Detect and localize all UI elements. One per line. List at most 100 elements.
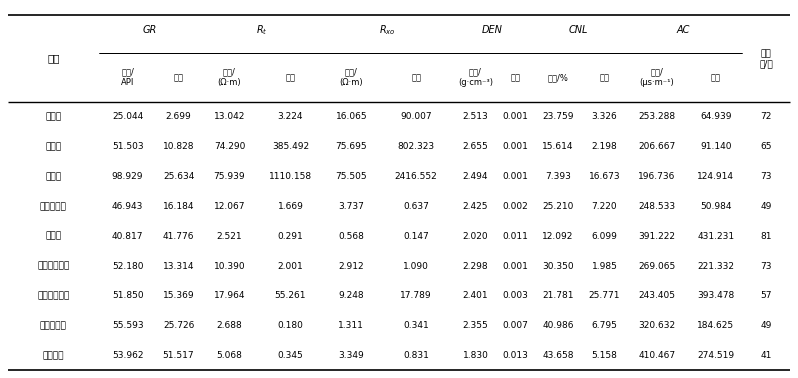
- Text: 25.210: 25.210: [543, 202, 574, 211]
- Text: 5.068: 5.068: [216, 351, 243, 360]
- Text: 0.003: 0.003: [503, 291, 528, 301]
- Text: AC: AC: [677, 25, 690, 35]
- Text: 253.288: 253.288: [638, 113, 676, 121]
- Text: 0.345: 0.345: [278, 351, 303, 360]
- Text: 均值/
API: 均值/ API: [121, 68, 134, 87]
- Text: 0.341: 0.341: [403, 321, 429, 330]
- Text: 2.688: 2.688: [216, 321, 243, 330]
- Text: 10.390: 10.390: [214, 262, 245, 271]
- Text: 55.593: 55.593: [112, 321, 144, 330]
- Text: 90.007: 90.007: [401, 113, 432, 121]
- Text: 均值/
(Ω·m): 均值/ (Ω·m): [218, 68, 241, 87]
- Text: 7.393: 7.393: [545, 172, 571, 181]
- Text: 均值/
(g·cm⁻³): 均值/ (g·cm⁻³): [458, 68, 493, 87]
- Text: 81: 81: [760, 232, 772, 241]
- Text: 0.011: 0.011: [503, 232, 528, 241]
- Text: 2.198: 2.198: [591, 142, 618, 151]
- Text: 0.831: 0.831: [403, 351, 429, 360]
- Text: 221.332: 221.332: [697, 262, 734, 271]
- Text: 15.614: 15.614: [542, 142, 574, 151]
- Text: 2.401: 2.401: [463, 291, 488, 301]
- Text: 均值/
(μs·m⁻¹): 均值/ (μs·m⁻¹): [640, 68, 674, 87]
- Text: 51.503: 51.503: [112, 142, 144, 151]
- Text: 1.669: 1.669: [278, 202, 303, 211]
- Text: 9.248: 9.248: [338, 291, 364, 301]
- Text: 1.090: 1.090: [403, 262, 429, 271]
- Text: 沉凝灰砂砖岩: 沉凝灰砂砖岩: [38, 291, 69, 301]
- Text: 英安岩: 英安岩: [45, 172, 61, 181]
- Text: 49: 49: [760, 321, 772, 330]
- Text: 2.020: 2.020: [463, 232, 488, 241]
- Text: 75.695: 75.695: [335, 142, 367, 151]
- Text: 124.914: 124.914: [697, 172, 734, 181]
- Text: 0.001: 0.001: [503, 172, 528, 181]
- Text: 0.001: 0.001: [503, 113, 528, 121]
- Text: 385.492: 385.492: [272, 142, 309, 151]
- Text: 方差: 方差: [711, 73, 721, 82]
- Text: 7.220: 7.220: [591, 202, 618, 211]
- Text: 52.180: 52.180: [112, 262, 144, 271]
- Text: 3.224: 3.224: [278, 113, 303, 121]
- Text: 0.001: 0.001: [503, 142, 528, 151]
- Text: 2.655: 2.655: [463, 142, 488, 151]
- Text: 21.781: 21.781: [542, 291, 574, 301]
- Text: 13.314: 13.314: [163, 262, 195, 271]
- Text: 6.795: 6.795: [591, 321, 618, 330]
- Text: 均值/%: 均值/%: [547, 73, 568, 82]
- Text: 2.912: 2.912: [338, 262, 364, 271]
- Text: 248.533: 248.533: [638, 202, 676, 211]
- Text: 46.943: 46.943: [112, 202, 144, 211]
- Text: 40.817: 40.817: [112, 232, 144, 241]
- Text: 1110.158: 1110.158: [269, 172, 312, 181]
- Text: 196.736: 196.736: [638, 172, 676, 181]
- Text: 431.231: 431.231: [697, 232, 734, 241]
- Text: 2.699: 2.699: [166, 113, 192, 121]
- Text: 73: 73: [760, 172, 772, 181]
- Text: 16.673: 16.673: [589, 172, 620, 181]
- Text: 393.478: 393.478: [697, 291, 734, 301]
- Text: 玄武岩: 玄武岩: [45, 113, 61, 121]
- Text: 1.985: 1.985: [591, 262, 618, 271]
- Text: 41: 41: [760, 351, 772, 360]
- Text: 6.099: 6.099: [591, 232, 618, 241]
- Text: 3.349: 3.349: [338, 351, 364, 360]
- Text: 10.828: 10.828: [163, 142, 195, 151]
- Text: DEN: DEN: [482, 25, 503, 35]
- Text: 75.505: 75.505: [335, 172, 367, 181]
- Text: 2.513: 2.513: [463, 113, 488, 121]
- Text: 64.939: 64.939: [700, 113, 732, 121]
- Text: 凝灰岩: 凝灰岩: [45, 232, 61, 241]
- Text: 2.521: 2.521: [217, 232, 243, 241]
- Text: 安山岩: 安山岩: [45, 142, 61, 151]
- Text: 243.405: 243.405: [638, 291, 676, 301]
- Text: 91.140: 91.140: [700, 142, 732, 151]
- Text: 样本
数/个: 样本 数/个: [760, 49, 773, 68]
- Text: 2.001: 2.001: [278, 262, 303, 271]
- Text: 2.494: 2.494: [463, 172, 488, 181]
- Text: 98.929: 98.929: [112, 172, 144, 181]
- Text: 13.042: 13.042: [214, 113, 245, 121]
- Text: 2416.552: 2416.552: [395, 172, 437, 181]
- Text: 206.667: 206.667: [638, 142, 676, 151]
- Text: 65: 65: [760, 142, 772, 151]
- Text: 1.830: 1.830: [463, 351, 488, 360]
- Text: 274.519: 274.519: [697, 351, 734, 360]
- Text: 16.065: 16.065: [335, 113, 367, 121]
- Text: 75.939: 75.939: [214, 172, 245, 181]
- Text: 17.964: 17.964: [214, 291, 245, 301]
- Text: 50.984: 50.984: [700, 202, 732, 211]
- Text: 410.467: 410.467: [638, 351, 676, 360]
- Text: 25.771: 25.771: [589, 291, 620, 301]
- Text: 岩性: 岩性: [47, 54, 60, 64]
- Text: 0.007: 0.007: [503, 321, 528, 330]
- Text: 51.517: 51.517: [163, 351, 195, 360]
- Text: 均值/
(Ω·m): 均值/ (Ω·m): [340, 68, 363, 87]
- Text: 火山角砖岩: 火山角砖岩: [40, 202, 67, 211]
- Text: 41.776: 41.776: [163, 232, 195, 241]
- Text: 方差: 方差: [286, 73, 295, 82]
- Text: 2.425: 2.425: [463, 202, 488, 211]
- Text: 方差: 方差: [174, 73, 184, 82]
- Text: 55.261: 55.261: [275, 291, 306, 301]
- Text: 184.625: 184.625: [697, 321, 734, 330]
- Text: 53.962: 53.962: [112, 351, 144, 360]
